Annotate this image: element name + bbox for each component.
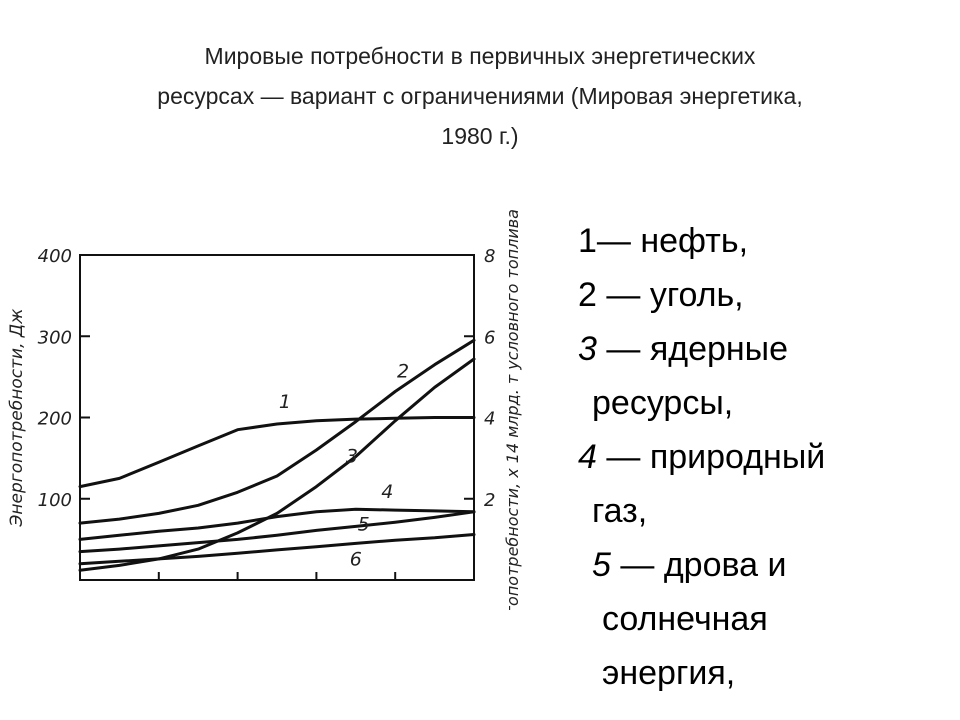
legend-text-3: — ядерные [596,330,789,368]
legend-num-3: 3 [578,330,597,368]
legend-num-5: 5 [592,546,611,584]
series-line-6 [78,533,476,566]
legend-item-3: 3 — ядерные [578,322,938,376]
series-label-3: 3 [346,446,358,468]
series-label-4: 4 [381,481,393,503]
legend-text-4: — природный [596,438,826,476]
series-label-1: 1 [279,391,291,413]
legend-num-2: 2 [578,276,597,314]
chart-ticks: 400 300 200 100 8 6 4 2 [38,246,495,580]
slide-title-line-3: 1980 г.) [441,123,519,149]
y-tick-label-300: 300 [38,327,72,348]
legend-item-2: 2 — уголь, [578,268,938,322]
legend-text-2: — уголь, [596,276,744,314]
legend-item-4-cont: газ, [592,492,648,530]
y-tick-label-100: 100 [38,490,72,511]
series-label-2: 2 [397,361,409,383]
y-axis-label: Энергопотребности, Дж [7,308,27,528]
legend-item-5-cont2: энергия, [602,654,736,692]
legend-num-4: 4 [578,438,597,476]
y2-tick-label-8: 8 [484,246,495,267]
legend: 1— нефть, 2 — уголь, 3 — ядерные ресурсы… [578,214,938,700]
legend-item-4: 4 — природный [578,430,938,484]
series-label-5: 5 [358,513,370,535]
series-line-2 [78,338,476,525]
legend-item-5: 5 — дрова и [578,538,938,592]
legend-text-1: — нефть, [596,222,749,260]
y-tick-label-200: 200 [38,409,72,430]
series-line-5 [78,510,476,554]
y2-tick-label-2: 2 [484,490,495,511]
y2-tick-label-4: 4 [484,409,495,430]
chart-series [78,338,476,572]
legend-num-1: 1 [578,222,597,260]
y2-axis-label: Энергопотребности, x 14 млрд. т условног… [503,210,522,610]
series-line-4 [78,507,476,541]
legend-item-5-cont: солнечная [602,600,768,638]
y-tick-label-400: 400 [38,246,72,267]
legend-text-5: — дрова и [610,546,787,584]
y2-tick-label-6: 6 [484,327,495,348]
chart-labels: Энергопотребности, Дж Энергопотребности, … [7,210,522,610]
slide-title-line-1: Мировые потребности в первичных энергети… [204,43,756,69]
series-label-6: 6 [350,548,362,570]
legend-item-3-cont: ресурсы, [592,384,734,422]
slide-title: Мировые потребности в первичных энергети… [40,36,920,156]
legend-item-1: 1— нефть, [578,214,938,268]
slide-title-line-2: ресурсах — вариант с ограничениями (Миро… [157,83,803,109]
series-line-1 [78,416,476,489]
